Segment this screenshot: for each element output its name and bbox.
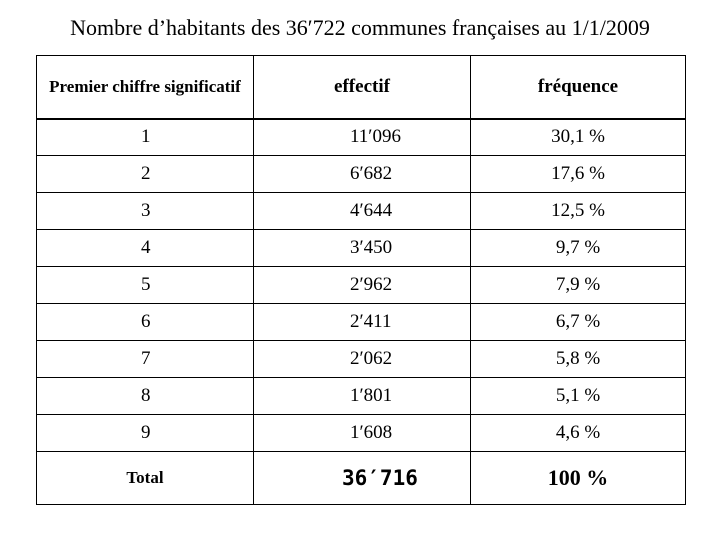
digit-cell: 4 (36, 229, 254, 267)
frequency-cell: 6,7 % (470, 303, 686, 341)
digit-cell: 2 (36, 155, 254, 193)
count-cell: 3′450 (253, 229, 471, 267)
table-row: 6 2′411 6,7 % (36, 303, 686, 341)
frequency-cell: 12,5 % (470, 192, 686, 230)
total-frequency: 100 % (470, 451, 686, 505)
table-header-row: Premier chiffre significatif effectif fr… (36, 55, 686, 120)
frequency-cell: 17,6 % (470, 155, 686, 193)
frequency-cell: 5,1 % (470, 377, 686, 415)
total-row: Total 36′716 100 % (36, 451, 686, 505)
column-header-first-digit: Premier chiffre significatif (36, 55, 254, 120)
table-row: 7 2′062 5,8 % (36, 340, 686, 378)
page-title: Nombre d’habitants des 36′722 communes f… (70, 15, 650, 40)
count-cell: 6′682 (253, 155, 471, 193)
column-header-frequency: fréquence (470, 55, 686, 120)
frequency-cell: 9,7 % (470, 229, 686, 267)
count-cell: 2′062 (253, 340, 471, 378)
frequency-cell: 7,9 % (470, 266, 686, 304)
frequency-cell: 5,8 % (470, 340, 686, 378)
frequency-cell: 4,6 % (470, 414, 686, 452)
digit-cell: 5 (36, 266, 254, 304)
digit-cell: 1 (36, 118, 254, 156)
count-cell: 2′962 (253, 266, 471, 304)
total-count: 36′716 (253, 451, 471, 505)
table-row: 1 11′096 30,1 % (36, 118, 686, 156)
count-cell: 1′608 (253, 414, 471, 452)
count-cell: 4′644 (253, 192, 471, 230)
frequency-cell: 30,1 % (470, 118, 686, 156)
table-row: 5 2′962 7,9 % (36, 266, 686, 304)
table-row: 8 1′801 5,1 % (36, 377, 686, 415)
digit-cell: 9 (36, 414, 254, 452)
table-row: 9 1′608 4,6 % (36, 414, 686, 452)
count-cell: 11′096 (253, 118, 471, 156)
digit-cell: 8 (36, 377, 254, 415)
table-row: 3 4′644 12,5 % (36, 192, 686, 230)
data-table: Premier chiffre significatif effectif fr… (36, 55, 686, 505)
table-row: 4 3′450 9,7 % (36, 229, 686, 267)
digit-cell: 6 (36, 303, 254, 341)
count-cell: 2′411 (253, 303, 471, 341)
table-row: 2 6′682 17,6 % (36, 155, 686, 193)
total-label: Total (36, 451, 254, 505)
column-header-count: effectif (253, 55, 471, 120)
digit-cell: 3 (36, 192, 254, 230)
count-cell: 1′801 (253, 377, 471, 415)
digit-cell: 7 (36, 340, 254, 378)
